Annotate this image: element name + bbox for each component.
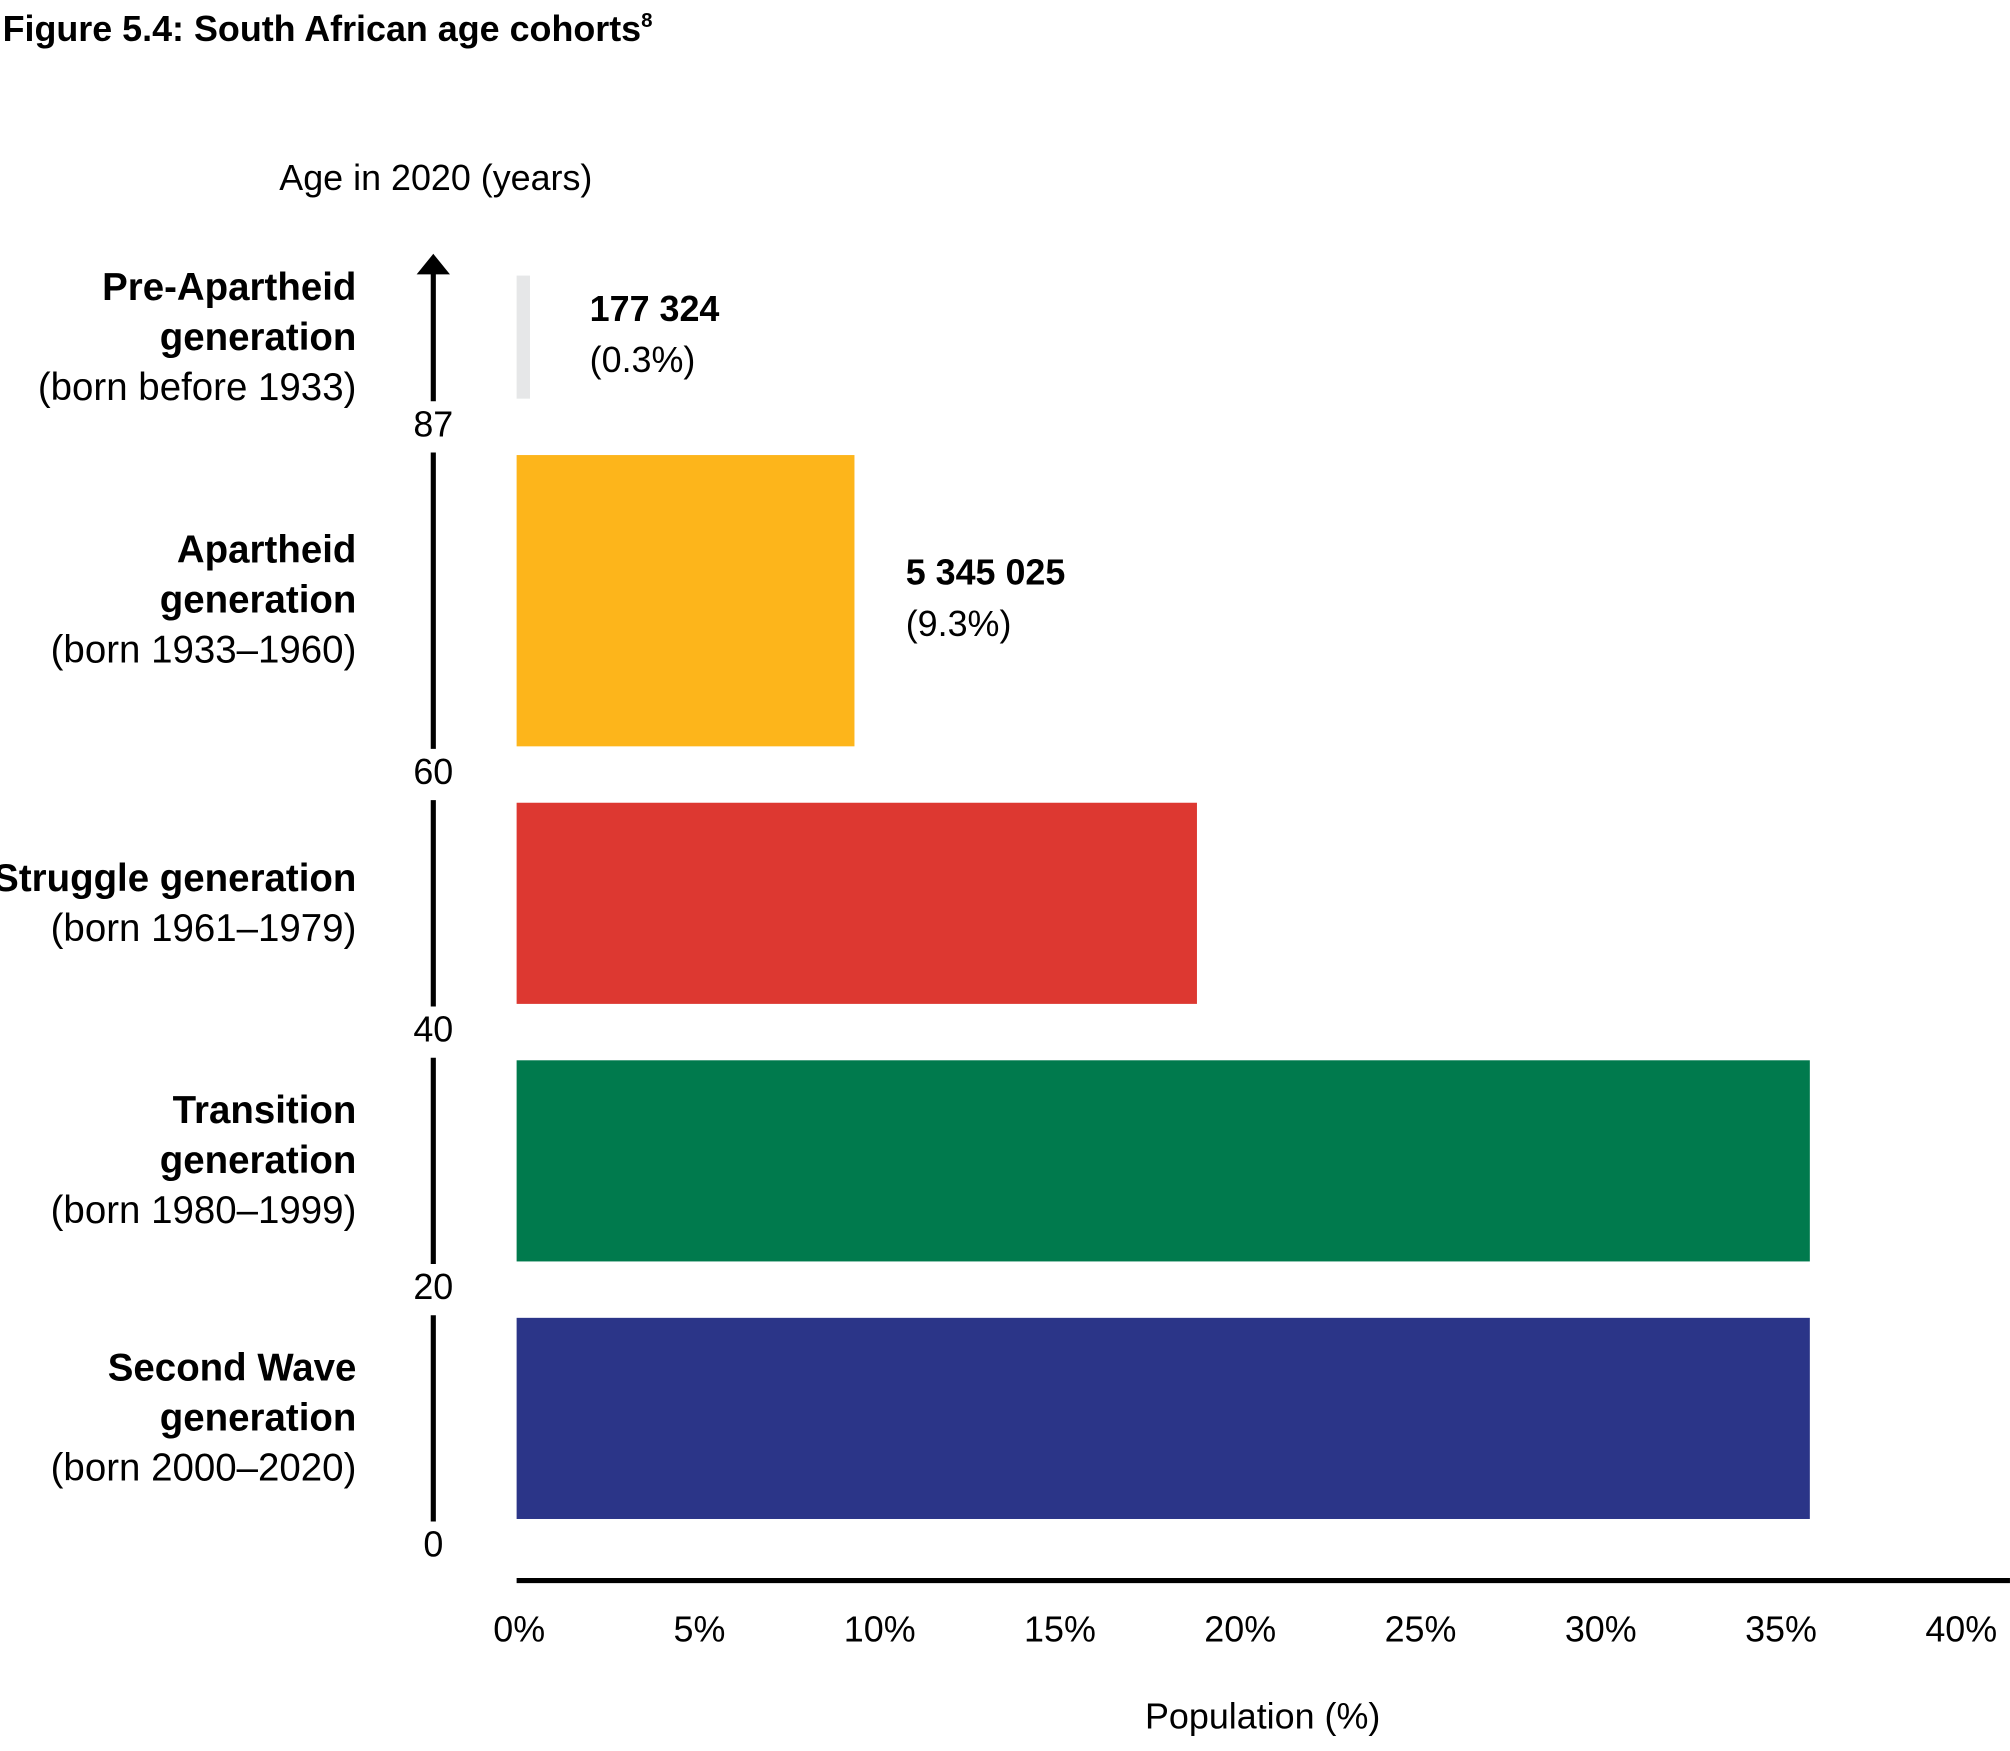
category-label: Transition generation (born 1980–1999) [0, 1071, 357, 1250]
bar [516, 1317, 1810, 1519]
category-note: (born 2000–2020) [50, 1447, 357, 1490]
value-label: (35.8%) [1861, 1422, 1987, 1462]
y-tick-label: 0 [423, 1525, 443, 1565]
y-tick-label: 40 [413, 1010, 453, 1050]
bar [516, 275, 530, 399]
category-label-box: Apartheid generation (born 1933–1960) [0, 511, 357, 690]
count-label: 20 504 754 [1861, 1113, 2010, 1153]
category-note: (born before 1933) [37, 365, 357, 409]
category-text: Apartheid generation (born 1933–1960) [0, 526, 357, 676]
category-label-box: Transition generation (born 1980–1999) [0, 1071, 357, 1250]
category-text: Transition generation (born 1980–1999) [0, 1086, 357, 1236]
x-tick-label: 40% [1925, 1609, 1997, 1649]
x-tick-label: 30% [1565, 1609, 1637, 1649]
bar [516, 802, 1197, 1004]
category-note: (born 1933–1960) [50, 629, 357, 672]
category-text: Second Wave generation (born 2000–2020) [0, 1343, 357, 1493]
x-tick-label: 0% [493, 1609, 545, 1649]
category-text: Struggle generation (born 1961–1979) [0, 853, 356, 953]
category-name: Transition generation [159, 1089, 357, 1183]
title-note: 8 [641, 9, 652, 32]
category-note: (born 1980–1999) [50, 1189, 357, 1232]
category-name: Struggle generation [0, 857, 357, 900]
count-label: 5 345 025 [906, 553, 1066, 593]
value-label: (35.8%) [1861, 1164, 1987, 1204]
count-label: 10 732 683 [1248, 855, 1428, 895]
category-text: Pre-Apartheid generation (born before 193… [0, 262, 357, 412]
category-label-box: Pre-Apartheid generation (born before 193… [0, 247, 357, 426]
y-tick-label: 20 [413, 1267, 453, 1307]
bar [516, 455, 855, 747]
x-axis-title: Population (%) [1145, 1696, 1380, 1736]
x-tick-label: 5% [674, 1609, 726, 1649]
category-label: Pre-Apartheid generation (born before 193… [0, 247, 357, 426]
x-tick-label: 15% [1024, 1609, 1096, 1649]
category-label-box: Second Wave generation (born 2000–2020) [0, 1329, 357, 1508]
chart-title: Figure 5.4: South African age cohorts8 [3, 9, 653, 49]
y-tick-label: 60 [413, 752, 453, 792]
x-tick-label: 25% [1385, 1609, 1457, 1649]
count-label: 177 324 [590, 289, 720, 329]
category-name: Pre-Apartheid generation [102, 265, 357, 359]
x-tick-label: 20% [1204, 1609, 1276, 1649]
value-label: (0.3%) [590, 340, 696, 380]
category-note: (born 1961–1979) [50, 907, 357, 950]
y-axis-title: Age in 2020 (years) [279, 158, 592, 198]
y-tick-label: 87 [413, 404, 453, 444]
category-label-box: Struggle generation (born 1961–1979) [0, 814, 356, 993]
title-text: Figure 5.4: South African age cohorts [3, 10, 642, 50]
value-label: (9.3%) [906, 604, 1012, 644]
category-name: Second Wave generation [107, 1347, 357, 1440]
category-label: Struggle generation (born 1961–1979) [0, 814, 356, 993]
axis-arrow [416, 253, 450, 275]
category-label: Apartheid generation (born 1933–1960) [0, 511, 357, 690]
x-tick-label: 10% [844, 1609, 916, 1649]
value-label: (18.8%) [1248, 906, 1374, 946]
x-tick-label: 35% [1745, 1609, 1817, 1649]
bar [516, 1060, 1810, 1262]
count-label: 20 491 467 [1861, 1370, 2010, 1410]
category-name: Apartheid generation [159, 529, 357, 622]
category-label: Second Wave generation (born 2000–2020) [0, 1329, 357, 1508]
